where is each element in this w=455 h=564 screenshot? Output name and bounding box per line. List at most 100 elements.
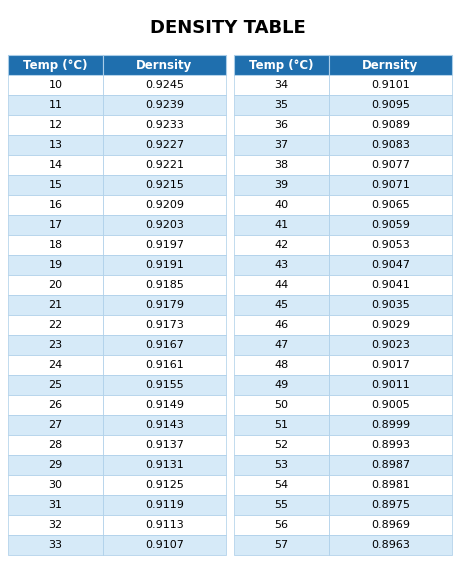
Text: 0.9041: 0.9041 — [370, 280, 409, 290]
Text: 15: 15 — [48, 180, 62, 190]
Text: 13: 13 — [48, 140, 62, 150]
Bar — [103, 415, 226, 435]
Text: 36: 36 — [274, 120, 288, 130]
Bar — [103, 335, 226, 355]
Bar — [233, 255, 328, 275]
Text: 0.9239: 0.9239 — [145, 100, 184, 110]
Bar — [328, 235, 451, 255]
Text: 0.9071: 0.9071 — [370, 180, 409, 190]
Bar — [8, 275, 103, 295]
Text: 54: 54 — [274, 480, 288, 490]
Text: 0.9119: 0.9119 — [145, 500, 183, 510]
Text: 10: 10 — [48, 80, 62, 90]
Text: 12: 12 — [48, 120, 62, 130]
Bar — [328, 395, 451, 415]
Bar — [233, 275, 328, 295]
Text: 0.8993: 0.8993 — [370, 440, 409, 450]
Bar — [233, 415, 328, 435]
Bar — [103, 235, 226, 255]
Text: 32: 32 — [48, 520, 62, 530]
Text: 26: 26 — [48, 400, 62, 410]
Bar — [328, 75, 451, 95]
Text: 42: 42 — [274, 240, 288, 250]
Text: 0.9053: 0.9053 — [370, 240, 409, 250]
Text: 0.9089: 0.9089 — [370, 120, 409, 130]
Bar — [103, 515, 226, 535]
Bar — [328, 55, 451, 75]
Text: 51: 51 — [274, 420, 288, 430]
Text: 47: 47 — [274, 340, 288, 350]
Bar — [8, 75, 103, 95]
Bar — [8, 115, 103, 135]
Text: 33: 33 — [48, 540, 62, 550]
Text: 0.9011: 0.9011 — [370, 380, 409, 390]
Bar — [8, 315, 103, 335]
Text: 0.9035: 0.9035 — [370, 300, 409, 310]
Bar — [328, 195, 451, 215]
Bar — [328, 495, 451, 515]
Bar — [233, 375, 328, 395]
Text: 25: 25 — [48, 380, 62, 390]
Bar — [103, 395, 226, 415]
Bar — [103, 375, 226, 395]
Text: 0.9233: 0.9233 — [145, 120, 183, 130]
Bar — [8, 355, 103, 375]
Text: 0.8999: 0.8999 — [370, 420, 409, 430]
Text: 0.9017: 0.9017 — [370, 360, 409, 370]
Bar — [328, 295, 451, 315]
Bar — [103, 75, 226, 95]
Bar — [8, 295, 103, 315]
Bar — [328, 95, 451, 115]
Text: 0.9101: 0.9101 — [370, 80, 409, 90]
Text: 0.9167: 0.9167 — [145, 340, 183, 350]
Text: 39: 39 — [274, 180, 288, 190]
Bar — [233, 315, 328, 335]
Bar — [233, 195, 328, 215]
Bar — [103, 295, 226, 315]
Text: 18: 18 — [48, 240, 62, 250]
Text: 37: 37 — [274, 140, 288, 150]
Bar — [328, 455, 451, 475]
Text: 45: 45 — [274, 300, 288, 310]
Bar — [8, 535, 103, 555]
Bar — [103, 95, 226, 115]
Text: 0.9137: 0.9137 — [145, 440, 183, 450]
Text: 0.9245: 0.9245 — [145, 80, 184, 90]
Bar — [103, 215, 226, 235]
Bar — [233, 75, 328, 95]
Text: 57: 57 — [274, 540, 288, 550]
Text: 0.9047: 0.9047 — [370, 260, 409, 270]
Text: 38: 38 — [274, 160, 288, 170]
Text: 0.9113: 0.9113 — [145, 520, 183, 530]
Text: 28: 28 — [48, 440, 62, 450]
Text: Temp (°C): Temp (°C) — [249, 59, 313, 72]
Text: 40: 40 — [274, 200, 288, 210]
Text: 0.9221: 0.9221 — [145, 160, 184, 170]
Text: 23: 23 — [48, 340, 62, 350]
Bar — [233, 435, 328, 455]
Bar — [328, 255, 451, 275]
Text: Temp (°C): Temp (°C) — [23, 59, 87, 72]
Bar — [328, 275, 451, 295]
Text: 0.9191: 0.9191 — [145, 260, 183, 270]
Text: 0.8963: 0.8963 — [370, 540, 409, 550]
Text: 29: 29 — [48, 460, 62, 470]
Text: 0.8981: 0.8981 — [370, 480, 409, 490]
Bar — [328, 355, 451, 375]
Text: 0.9197: 0.9197 — [145, 240, 184, 250]
Bar — [233, 155, 328, 175]
Bar — [103, 455, 226, 475]
Text: 0.9083: 0.9083 — [370, 140, 409, 150]
Text: 20: 20 — [48, 280, 62, 290]
Bar — [328, 175, 451, 195]
Bar — [328, 315, 451, 335]
Bar — [328, 475, 451, 495]
Bar — [328, 335, 451, 355]
Bar — [8, 515, 103, 535]
Bar — [8, 375, 103, 395]
Bar — [233, 95, 328, 115]
Bar — [233, 115, 328, 135]
Bar — [103, 535, 226, 555]
Text: 0.9209: 0.9209 — [145, 200, 184, 210]
Text: 30: 30 — [48, 480, 62, 490]
